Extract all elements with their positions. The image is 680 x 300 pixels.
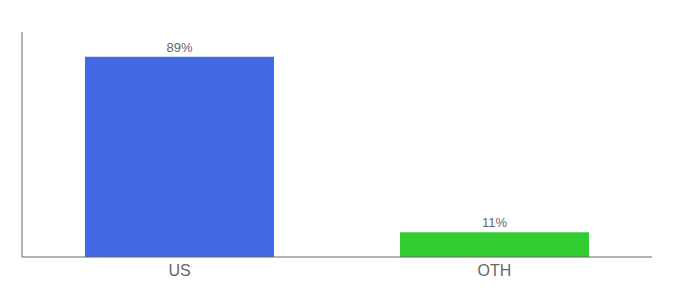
svg-text:11%: 11% <box>482 215 507 230</box>
svg-text:89%: 89% <box>166 40 192 55</box>
svg-text:US: US <box>168 262 190 279</box>
svg-text:OTH: OTH <box>478 262 512 279</box>
